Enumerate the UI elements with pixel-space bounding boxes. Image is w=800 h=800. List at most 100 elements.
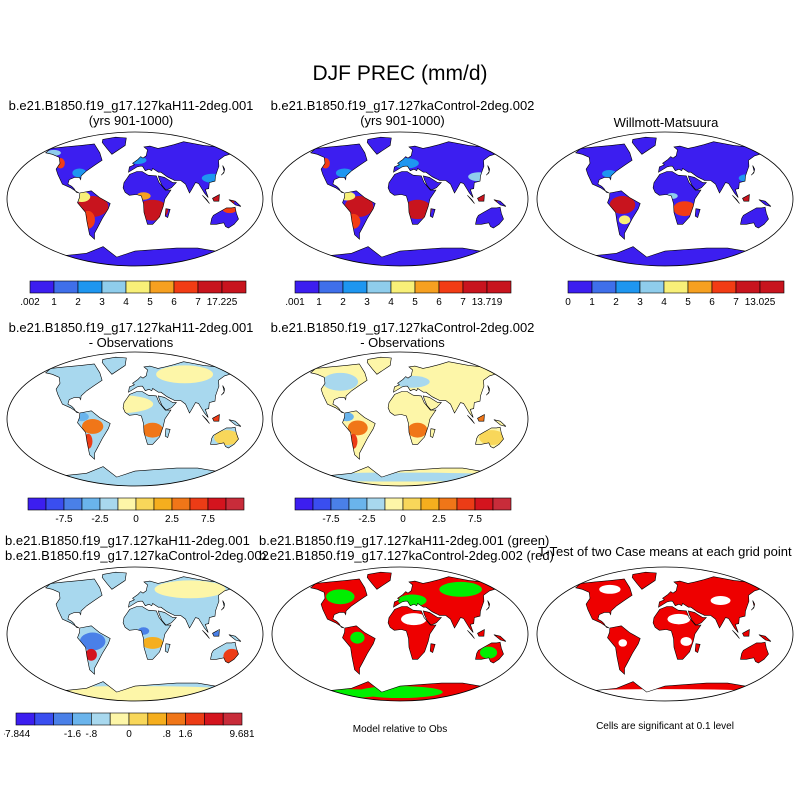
colorbar-tick-label: 13.025 xyxy=(745,297,776,308)
coastline xyxy=(475,426,504,449)
coastline xyxy=(202,630,210,639)
map-border xyxy=(271,566,529,702)
colorbar-tick-label: 6 xyxy=(709,297,715,308)
coastline xyxy=(475,641,504,664)
colorbar-box xyxy=(91,712,111,726)
map-panel-r1c1 xyxy=(6,131,264,267)
colorbar-box xyxy=(438,280,464,294)
colorbar-r1c2: .001 1 2 3 4 5 6 7 13.719 xyxy=(285,280,512,308)
coastline xyxy=(429,643,436,654)
coastline xyxy=(228,419,242,427)
colorbar-box xyxy=(72,712,92,726)
coastline xyxy=(220,600,226,611)
map-panel-r3c1 xyxy=(6,566,264,702)
colorbar-tick-label: 3 xyxy=(637,297,643,308)
panel-title-text: b.e21.B1850.f19_g17.127kaH11-2deg.001 (g… xyxy=(259,533,550,548)
coastline xyxy=(310,143,368,194)
map-panel-r2c2 xyxy=(271,351,529,487)
colorbar-box xyxy=(135,497,155,511)
colorbar-box xyxy=(101,280,127,294)
precip-cell xyxy=(79,632,106,651)
colorbar-tick-label: 0 xyxy=(133,514,139,525)
colorbar-tick-label: 0 xyxy=(126,729,132,740)
colorbar-box xyxy=(63,497,83,511)
precip-cell xyxy=(310,472,506,482)
colorbar-tick-label: 5 xyxy=(147,297,153,308)
coastline xyxy=(732,195,740,204)
colorbar-tick-label: 7 xyxy=(460,297,466,308)
panel-subtitle-text: - Observations xyxy=(360,335,445,350)
colorbar-box xyxy=(99,497,119,511)
precip-cell xyxy=(81,419,104,434)
panel-subtitle-text: (yrs 901-1000) xyxy=(88,113,174,128)
precip-cell xyxy=(154,580,226,599)
coastline xyxy=(687,175,707,191)
panel-subtitle-text: b.e21.B1850.f19_g17.127kaControl-2deg.00… xyxy=(5,548,269,563)
colorbar-box xyxy=(45,497,65,511)
coastline xyxy=(740,641,769,664)
coastline xyxy=(475,206,504,229)
colorbar-tick-label: 3 xyxy=(364,297,370,308)
colorbar-r2c1: -7.5 -2.5 0 2.5 7.5 xyxy=(27,497,245,525)
coastline xyxy=(742,628,750,637)
colorbar-box xyxy=(125,280,151,294)
coastline xyxy=(607,625,641,675)
coastline xyxy=(342,190,376,240)
coastline xyxy=(210,641,239,664)
map-border xyxy=(271,351,529,487)
colorbar-tick-label: -2.5 xyxy=(358,514,376,525)
coastline xyxy=(652,606,702,660)
colorbar-box xyxy=(147,712,167,726)
coastline xyxy=(164,643,171,654)
precip-cell xyxy=(350,631,365,644)
coastline xyxy=(366,571,392,590)
colorbar-tick-label: 2 xyxy=(613,297,619,308)
precip-cell xyxy=(439,581,482,597)
colorbar-box xyxy=(474,497,494,511)
coastline xyxy=(429,208,436,219)
coastline xyxy=(122,606,172,660)
panel-subtitle-text: b.e21.B1850.f19_g17.127kaControl-2deg.00… xyxy=(259,548,554,563)
panel-subtitle-text: - Observations xyxy=(88,335,174,350)
colorbar-tick-label: -7.844 xyxy=(4,729,31,740)
coastline xyxy=(157,395,177,411)
colorbar-tick-label: 4 xyxy=(123,297,129,308)
panel-title-text: b.e21.B1850.f19_g17.127kaH11-2deg.001 xyxy=(5,533,250,548)
colorbar-box xyxy=(185,712,205,726)
coastline xyxy=(212,628,220,637)
colorbar-tick-label: 2 xyxy=(340,297,346,308)
coastline xyxy=(493,199,507,207)
panel-title-r3c1: b.e21.B1850.f19_g17.127kaH11-2deg.001 b.… xyxy=(5,533,269,563)
coastline xyxy=(45,143,103,194)
colorbar-box xyxy=(197,280,223,294)
colorbar-tick-label: 2 xyxy=(75,297,81,308)
colorbar-box xyxy=(173,280,199,294)
colorbar-tick-label: -7.5 xyxy=(55,514,73,525)
coastline xyxy=(493,419,507,427)
coastline xyxy=(387,606,437,660)
coastline xyxy=(77,410,111,460)
coastline xyxy=(77,625,111,675)
note-model-relative: Model relative to Obs xyxy=(352,724,448,735)
colorbar-tick-label: -7.5 xyxy=(322,514,340,525)
colorbar-box xyxy=(402,497,422,511)
precip-cell xyxy=(599,584,621,594)
colorbar-box xyxy=(615,280,641,294)
colorbar-box xyxy=(420,497,440,511)
precip-cell xyxy=(141,422,164,438)
colorbar-box xyxy=(294,497,314,511)
coastline xyxy=(750,165,756,176)
colorbar-box xyxy=(438,497,458,511)
panel-title-r2c2: b.e21.B1850.f19_g17.127kaControl-2deg.00… xyxy=(270,320,535,350)
precip-cell xyxy=(326,589,355,605)
coastline xyxy=(128,361,231,418)
coastline xyxy=(694,643,701,654)
colorbar-box xyxy=(711,280,737,294)
colorbar-box xyxy=(312,497,332,511)
coastline xyxy=(467,630,475,639)
map-panel-r3c3 xyxy=(536,566,794,702)
colorbar-box xyxy=(567,280,593,294)
colorbar-tick-label: .001 xyxy=(285,297,305,308)
precip-cell xyxy=(407,422,428,438)
